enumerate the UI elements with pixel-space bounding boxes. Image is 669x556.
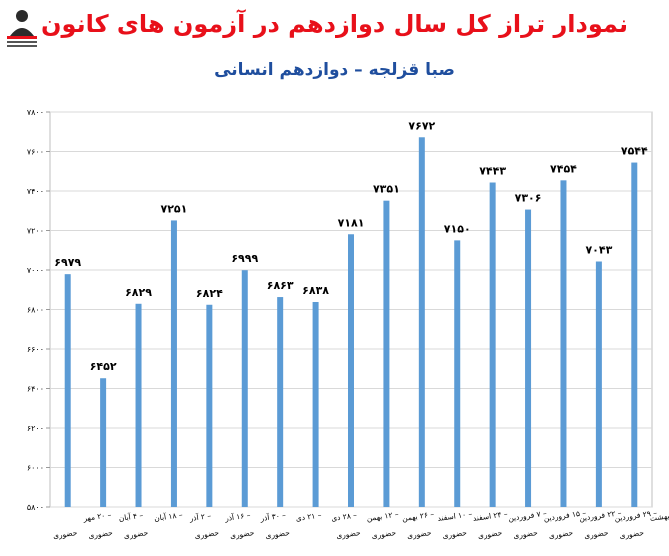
bar: [418, 137, 425, 507]
data-label: ۷۲۵۱: [161, 202, 188, 215]
chart-subtitle: صبا قزلجه – دوازدهم انسانی: [214, 60, 455, 80]
x-tick-label-group: – ۲۸ دی: [331, 510, 358, 523]
x-tick-sublabel: حضوری: [513, 528, 539, 540]
x-tick-label: – ۳۰ آذر: [259, 509, 287, 523]
x-tick-label-group: – ۲۶ بهمن حضوری: [371, 510, 435, 541]
data-label: ۷۵۴۴: [621, 145, 648, 158]
bar: [312, 301, 319, 507]
x-tick-sublabel: حضوری: [619, 528, 645, 540]
x-tick-label: – ۲۸ دی: [331, 510, 358, 523]
y-tick-label: ۷۴۰۰: [27, 187, 44, 196]
x-tick-sublabel: حضوری: [229, 528, 255, 540]
bar: [100, 378, 107, 507]
x-tick-label-group: – ۳۰ آذر حضوری: [229, 509, 287, 540]
bar: [277, 297, 284, 507]
y-tick-label: ۷۶۰۰: [27, 148, 44, 157]
data-label: ۷۱۸۱: [338, 216, 365, 229]
x-tick-sublabel: حضوری: [194, 528, 220, 540]
data-label: ۶۸۲۹: [125, 286, 152, 299]
bar: [170, 220, 177, 508]
data-label: ۷۶۷۲: [408, 119, 435, 132]
data-label: ۶۸۶۳: [267, 279, 294, 292]
y-tick-label: ۶۲۰۰: [27, 424, 44, 433]
bar: [135, 303, 142, 507]
x-tick-sublabel: حضوری: [336, 528, 362, 540]
x-tick-label: – ۷ فروردین: [508, 509, 548, 523]
bar: [454, 240, 461, 507]
x-tick-label: – ۲۰ مهر: [82, 510, 112, 523]
data-label: ۶۹۹۹: [231, 252, 258, 265]
x-tick-sublabel: حضوری: [442, 528, 468, 540]
chart-title: نمودار تراز کل سال دوازدهم در آزمون های …: [41, 10, 628, 38]
data-label: ۶۴۵۲: [90, 360, 117, 373]
bar: [489, 182, 496, 507]
bar: [560, 180, 567, 507]
y-tick-label: ۶۰۰۰: [27, 464, 44, 473]
x-tick-sublabel: حضوری: [406, 528, 432, 540]
x-tick-label-group: – ۴ آبان حضوری: [88, 510, 144, 541]
data-label: ۷۳۵۱: [373, 183, 400, 196]
x-tick-sublabel: حضوری: [477, 528, 503, 540]
x-tick-label: – ۱۶ آذر: [223, 509, 251, 523]
data-label: ۷۴۵۴: [550, 162, 577, 175]
x-tick-label: – ۴ آبان: [118, 510, 144, 523]
x-tick-label: – ۲۶ بهمن: [401, 510, 434, 523]
y-tick-label: ۷۰۰۰: [27, 266, 44, 275]
y-tick-label: ۷۲۰۰: [27, 227, 44, 236]
data-label: ۷۰۴۳: [585, 244, 612, 257]
data-label: ۷۴۴۳: [479, 165, 506, 178]
x-tick-sublabel: حضوری: [88, 528, 114, 540]
bar: [241, 270, 248, 507]
x-tick-label-group: – ۱۸ آبان حضوری: [123, 509, 183, 540]
bar: [348, 234, 354, 507]
y-tick-label: ۷۸۰۰: [27, 108, 44, 117]
x-tick-sublabel: حضوری: [584, 528, 610, 540]
y-tick-label: ۶۸۰۰: [27, 306, 44, 315]
x-tick-label: – ۲۱ دی: [295, 510, 322, 523]
y-tick-label: ۶۶۰۰: [27, 345, 44, 354]
x-tick-label: – ۱۸ آبان: [153, 509, 183, 523]
y-tick-label: ۵۸۰۰: [27, 503, 44, 512]
bar: [64, 274, 71, 507]
y-tick-label: ۶۴۰۰: [27, 385, 44, 394]
data-label: ۶۸۲۴: [196, 287, 223, 300]
x-tick-label: – ۱۲ بهمن: [366, 510, 399, 523]
data-label: ۷۳۰۶: [515, 192, 542, 205]
x-tick-label: – ۱۰ اسفند: [437, 509, 473, 523]
x-tick-label-group: – ۲۰ مهر حضوری: [52, 510, 112, 540]
x-tick-sublabel: حضوری: [371, 528, 397, 540]
bar: [206, 304, 213, 507]
x-tick-sublabel: حضوری: [52, 528, 78, 540]
x-tick-label-group: – ۱۲ بهمن حضوری: [336, 510, 400, 541]
logo-icon: [4, 6, 40, 52]
data-label: ۶۸۳۸: [302, 284, 329, 297]
data-label: ۷۱۵۰: [444, 222, 471, 235]
x-tick-label: – ۲۴ اسفند: [472, 509, 508, 523]
x-tick-label: – ۲ آذر: [188, 510, 212, 523]
x-tick-label-group: – ۲۱ دی حضوری: [265, 510, 322, 540]
x-tick-sublabel: حضوری: [265, 528, 291, 540]
bar: [383, 200, 390, 508]
x-tick-sublabel: حضوری: [123, 528, 149, 540]
x-tick-label-group: – ۲ آذر: [188, 510, 212, 523]
bar: [525, 209, 532, 507]
bar: [631, 162, 638, 507]
x-tick-sublabel: حضوری: [548, 528, 574, 540]
bar: [595, 261, 602, 507]
data-label: ۶۹۷۹: [54, 256, 81, 269]
